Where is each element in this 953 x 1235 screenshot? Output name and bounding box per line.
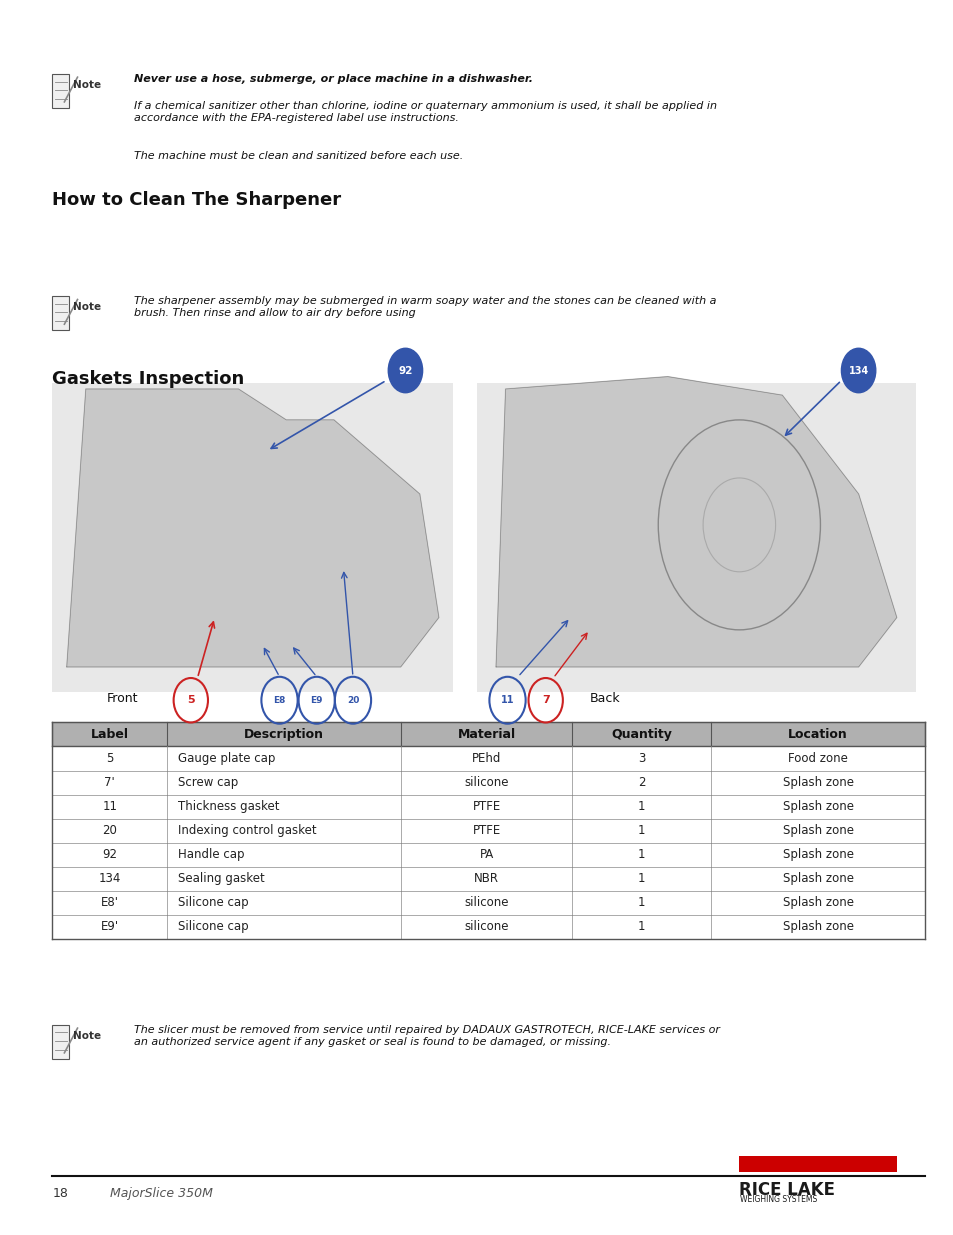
Text: If a chemical sanitizer other than chlorine, iodine or quaternary ammonium is us: If a chemical sanitizer other than chlor…	[133, 101, 716, 122]
Text: 134: 134	[847, 366, 868, 375]
Text: Description: Description	[244, 727, 323, 741]
Text: Gauge plate cap: Gauge plate cap	[178, 752, 275, 764]
Text: silicone: silicone	[464, 776, 508, 789]
Text: Silicone cap: Silicone cap	[178, 920, 249, 934]
Text: Splash zone: Splash zone	[781, 848, 853, 861]
Text: 1: 1	[638, 920, 644, 934]
Text: PTFE: PTFE	[472, 800, 500, 813]
Text: E8': E8'	[101, 897, 118, 909]
Text: The machine must be clean and sanitized before each use.: The machine must be clean and sanitized …	[133, 151, 462, 161]
Text: E8: E8	[274, 695, 285, 705]
Text: MajorSlice 350M: MajorSlice 350M	[110, 1187, 213, 1200]
Text: 20: 20	[347, 695, 358, 705]
Text: PTFE: PTFE	[472, 824, 500, 837]
Text: 92: 92	[397, 366, 413, 375]
Bar	[52, 771, 924, 794]
FancyBboxPatch shape	[52, 296, 70, 330]
Text: 1: 1	[638, 872, 644, 885]
Bar	[52, 819, 924, 842]
Text: 1: 1	[638, 848, 644, 861]
Text: 2: 2	[638, 776, 644, 789]
Circle shape	[388, 348, 422, 393]
Text: Quantity: Quantity	[611, 727, 671, 741]
Text: PA: PA	[479, 848, 493, 861]
Text: How to Clean The Sharpener: How to Clean The Sharpener	[52, 191, 341, 210]
Text: 20: 20	[102, 824, 117, 837]
Text: 92: 92	[102, 848, 117, 861]
Text: Label: Label	[91, 727, 129, 741]
Circle shape	[841, 348, 875, 393]
Text: Food zone: Food zone	[787, 752, 847, 764]
Text: 11: 11	[500, 695, 514, 705]
Text: Back: Back	[589, 692, 619, 705]
Bar	[739, 1156, 896, 1172]
Bar	[52, 842, 924, 867]
Text: Splash zone: Splash zone	[781, 776, 853, 789]
Text: WEIGHING SYSTEMS: WEIGHING SYSTEMS	[740, 1195, 817, 1204]
Bar	[52, 890, 924, 915]
Text: Location: Location	[787, 727, 847, 741]
Text: The sharpener assembly may be submerged in warm soapy water and the stones can b: The sharpener assembly may be submerged …	[133, 296, 716, 317]
Text: Splash zone: Splash zone	[781, 897, 853, 909]
Text: Note: Note	[72, 303, 101, 312]
Text: 7: 7	[541, 695, 549, 705]
Text: Thickness gasket: Thickness gasket	[178, 800, 279, 813]
Text: Splash zone: Splash zone	[781, 800, 853, 813]
Text: silicone: silicone	[464, 920, 508, 934]
Text: Indexing control gasket: Indexing control gasket	[178, 824, 316, 837]
Text: Splash zone: Splash zone	[781, 872, 853, 885]
Text: 1: 1	[638, 824, 644, 837]
Polygon shape	[67, 389, 438, 667]
Text: Silicone cap: Silicone cap	[178, 897, 249, 909]
Text: Note: Note	[72, 1031, 101, 1041]
Text: 1: 1	[638, 897, 644, 909]
Text: 1: 1	[638, 800, 644, 813]
Bar	[52, 746, 924, 771]
Text: 5: 5	[187, 695, 194, 705]
Text: Splash zone: Splash zone	[781, 920, 853, 934]
Text: Material: Material	[457, 727, 515, 741]
FancyBboxPatch shape	[52, 74, 70, 109]
Text: Sealing gasket: Sealing gasket	[178, 872, 265, 885]
Text: 11: 11	[102, 800, 117, 813]
Bar	[52, 915, 924, 939]
Text: 5: 5	[106, 752, 113, 764]
Text: Splash zone: Splash zone	[781, 824, 853, 837]
FancyBboxPatch shape	[476, 383, 915, 692]
Text: Note: Note	[72, 80, 101, 90]
Text: 134: 134	[98, 872, 121, 885]
Text: Front: Front	[107, 692, 138, 705]
Text: silicone: silicone	[464, 897, 508, 909]
Text: Gaskets Inspection: Gaskets Inspection	[52, 370, 245, 389]
Text: Handle cap: Handle cap	[178, 848, 245, 861]
Text: 3: 3	[638, 752, 644, 764]
Text: RICE LAKE: RICE LAKE	[739, 1181, 835, 1199]
Text: 7': 7'	[104, 776, 115, 789]
FancyBboxPatch shape	[52, 1025, 70, 1058]
Text: PEhd: PEhd	[472, 752, 500, 764]
Text: NBR: NBR	[474, 872, 498, 885]
Text: E9: E9	[310, 695, 323, 705]
Text: Screw cap: Screw cap	[178, 776, 238, 789]
Bar	[52, 794, 924, 819]
Text: E9': E9'	[101, 920, 118, 934]
Bar	[52, 867, 924, 890]
Text: Never use a hose, submerge, or place machine in a dishwasher.: Never use a hose, submerge, or place mac…	[133, 74, 532, 84]
FancyBboxPatch shape	[52, 383, 453, 692]
Text: The slicer must be removed from service until repaired by DADAUX GASTROTECH, RIC: The slicer must be removed from service …	[133, 1025, 719, 1046]
Polygon shape	[496, 377, 896, 667]
Bar	[52, 722, 924, 746]
Text: 18: 18	[52, 1187, 69, 1200]
